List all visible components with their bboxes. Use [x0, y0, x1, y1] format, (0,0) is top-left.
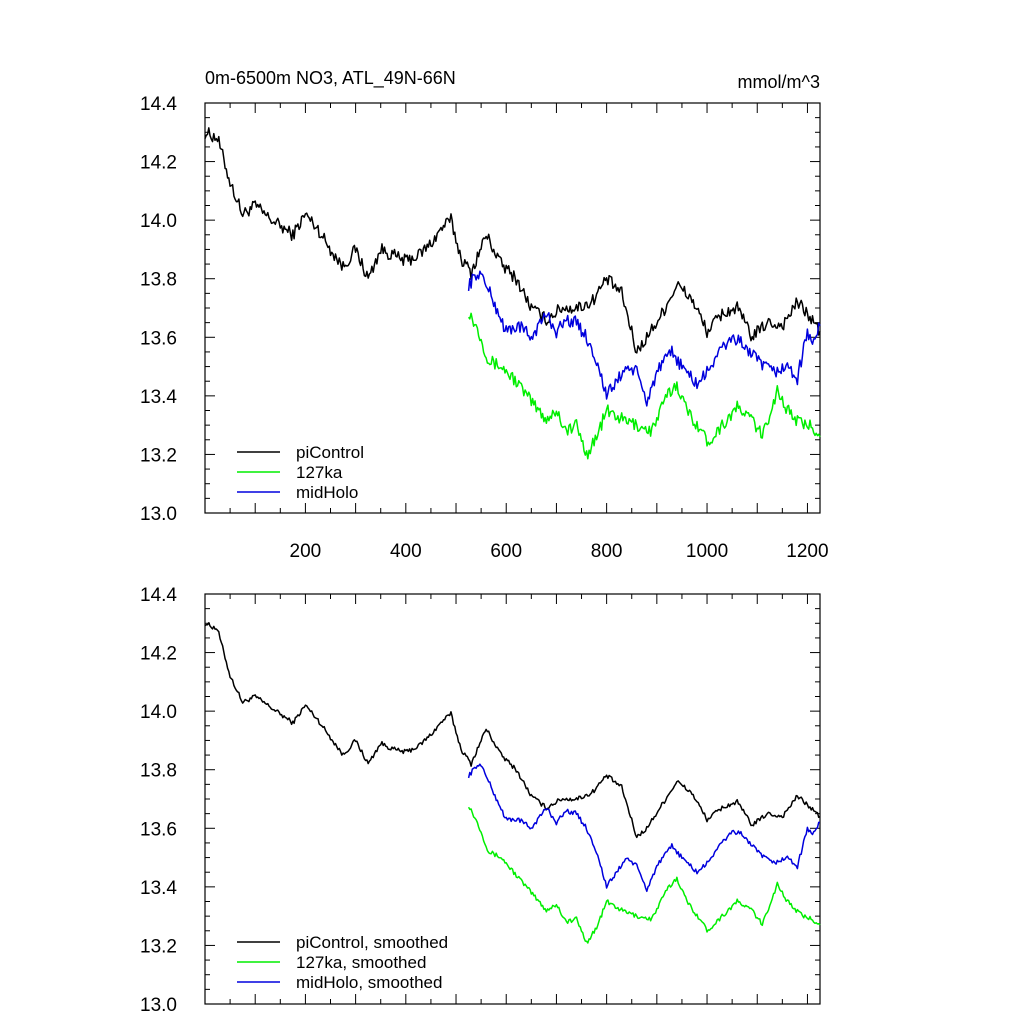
top-series-line-0	[204, 127, 821, 354]
y-tick-label: 13.0	[140, 504, 177, 525]
y-tick-label: 14.2	[140, 153, 177, 174]
bottom-series	[204, 622, 821, 944]
y-tick-label: 13.2	[140, 936, 177, 957]
x-tick-label: 200	[290, 541, 322, 562]
y-tick-label: 13.8	[140, 270, 177, 291]
top-legend-label-2: midHolo	[296, 483, 358, 502]
bottom-series-line-2	[467, 763, 820, 893]
bottom-series-line-0	[204, 622, 821, 839]
top-series-line-2	[467, 270, 821, 407]
x-tick-label: 800	[591, 541, 623, 562]
y-tick-label: 13.8	[140, 761, 177, 782]
y-tick-label: 14.2	[140, 644, 177, 665]
y-tick-label: 13.4	[140, 387, 177, 408]
y-tick-label: 14.0	[140, 702, 177, 723]
y-tick-label: 13.0	[140, 995, 177, 1016]
y-tick-label: 13.6	[140, 328, 177, 349]
x-tick-label: 1000	[686, 541, 728, 562]
bottom-panel: 13.0 13.2 13.4 13.6 13.8 14.0 14.2 14.4 piContr…	[140, 585, 821, 1016]
bottom-series-line-1	[467, 806, 821, 944]
x-tick-label: 600	[490, 541, 522, 562]
bottom-legend-label-2: midHolo, smoothed	[296, 973, 442, 992]
top-series-line-1	[467, 312, 821, 460]
y-tick-label: 14.4	[140, 94, 177, 115]
top-chart-units: mmol/m^3	[738, 72, 820, 92]
bottom-legend-label-1: 127ka, smoothed	[296, 953, 426, 972]
y-tick-label: 13.4	[140, 878, 177, 899]
bottom-ticks: 13.0 13.2 13.4 13.6 13.8 14.0 14.2 14.4	[140, 585, 820, 1016]
top-chart-title: 0m-6500m NO3, ATL_49N-66N	[205, 68, 456, 89]
bottom-legend-label-0: piControl, smoothed	[296, 933, 448, 952]
top-legend-label-0: piControl	[296, 443, 364, 462]
y-tick-label: 14.0	[140, 211, 177, 232]
top-panel: 0m-6500m NO3, ATL_49N-66N mmol/m^3 13.01…	[140, 68, 829, 562]
top-ticks: 13.0 13.2 13.4 13.6 13.8 14.0 14.2 14.4 200 400 60…	[140, 94, 829, 562]
y-tick-label: 13.2	[140, 445, 177, 466]
x-tick-label: 1200	[786, 541, 828, 562]
y-tick-label: 13.6	[140, 819, 177, 840]
y-tick-label: 14.4	[140, 585, 177, 606]
x-tick-label: 400	[390, 541, 422, 562]
top-legend-label-1: 127ka	[296, 463, 343, 482]
top-series	[204, 127, 821, 460]
